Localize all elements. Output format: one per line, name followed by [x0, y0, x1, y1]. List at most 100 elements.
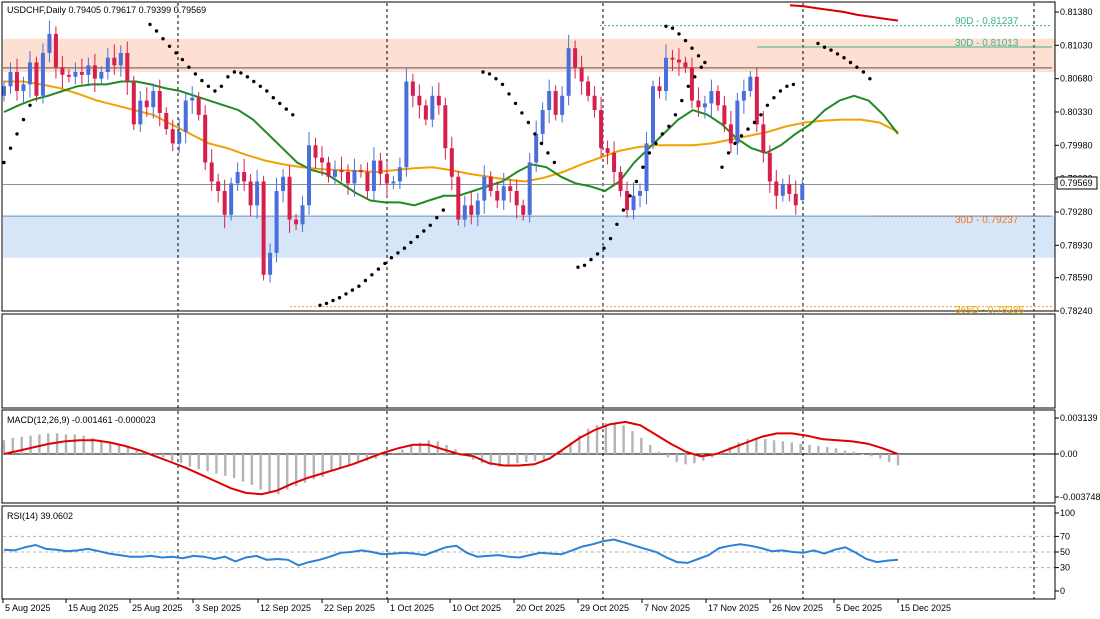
- candle-body: [365, 171, 370, 192]
- symbol-header: USDCHF,Daily 0.79405 0.79617 0.79399 0.7…: [7, 5, 206, 15]
- candle-body: [248, 181, 253, 206]
- sar-dot: [28, 103, 32, 108]
- candle-body: [800, 184, 805, 201]
- macd-histogram-bar: [755, 437, 758, 454]
- date-label: 10 Oct 2025: [452, 603, 501, 613]
- sar-dot: [621, 208, 626, 212]
- candle-body: [741, 91, 746, 101]
- rsi-tick-label: 70: [1060, 531, 1070, 541]
- macd-histogram-bar: [11, 437, 15, 454]
- candle-body: [631, 195, 636, 211]
- macd-histogram-bar: [498, 454, 501, 467]
- sar-dot: [206, 84, 211, 89]
- rsi-line: [3, 538, 899, 567]
- candle-body: [709, 91, 714, 104]
- macd-label: MACD(12,26,9) -0.001461 -0.000023: [7, 415, 156, 425]
- macd-histogram-bar: [710, 454, 714, 458]
- macd-histogram-bar: [480, 454, 484, 464]
- sar-dot: [520, 111, 524, 115]
- sar-dot: [232, 70, 237, 74]
- sar-dot: [582, 263, 587, 267]
- candle-body: [547, 91, 552, 111]
- sar-dot: [778, 89, 783, 93]
- candle-body: [177, 131, 182, 144]
- candle-body: [579, 67, 584, 82]
- candle-body: [787, 184, 792, 194]
- candle-body: [586, 81, 591, 96]
- sar-dot: [494, 77, 498, 81]
- candle-body: [287, 176, 292, 220]
- sar-dot: [829, 48, 833, 52]
- candle-body: [190, 97, 195, 101]
- candle-body: [352, 170, 357, 184]
- price-tick-label: 0.78930: [1060, 240, 1093, 250]
- sar-dot: [816, 41, 820, 46]
- macd-histogram-bar: [38, 434, 41, 454]
- macd-histogram-bar: [604, 423, 608, 454]
- candle-body: [261, 181, 266, 275]
- macd-histogram-bar: [825, 447, 829, 454]
- candle-body: [410, 81, 415, 96]
- sar-dot: [167, 44, 172, 48]
- candle-body: [378, 160, 383, 174]
- sar-dot: [822, 45, 827, 49]
- candle-body: [125, 52, 130, 82]
- candle-body: [203, 114, 208, 163]
- macd-histogram-bar: [91, 437, 94, 454]
- macd-histogram-bar: [215, 454, 218, 474]
- sar-dot: [21, 117, 26, 122]
- ma-long-polyline: [789, 4, 899, 22]
- candle-body: [183, 100, 188, 132]
- candle-body: [540, 110, 545, 134]
- candle-body: [307, 145, 312, 206]
- macd-histogram-bar: [613, 423, 616, 454]
- candle-body: [612, 152, 617, 172]
- sar-dot: [673, 113, 678, 117]
- macd-histogram-bar: [365, 454, 369, 461]
- macd-histogram-bar: [383, 454, 386, 457]
- sar-dot: [239, 71, 243, 75]
- candle-body: [320, 157, 325, 163]
- level-365d-label: 365D - 0.78286: [955, 305, 1024, 316]
- candle-body: [144, 100, 149, 108]
- sar-dot: [383, 261, 387, 266]
- date-label: 20 Oct 2025: [516, 603, 565, 613]
- sar-dot: [791, 82, 796, 87]
- candle-body: [86, 65, 91, 75]
- sar-dot: [396, 251, 400, 255]
- macd-histogram-bar: [312, 454, 316, 480]
- candle-body: [281, 176, 286, 192]
- candle-body: [300, 205, 305, 225]
- macd-histogram-bar: [321, 454, 324, 477]
- macd-histogram-bar: [781, 441, 785, 454]
- macd-histogram-bar: [586, 428, 590, 454]
- candle-body: [358, 170, 363, 172]
- date-label: 26 Nov 2025: [772, 603, 823, 613]
- candle-body: [268, 252, 273, 275]
- sar-dot: [219, 84, 224, 89]
- sar-dot: [187, 65, 191, 69]
- macd-histogram-bar: [578, 435, 581, 454]
- candle-body: [599, 110, 604, 149]
- sar-dot: [148, 22, 152, 27]
- candle-body: [66, 74, 71, 77]
- macd-histogram-bar: [746, 439, 749, 454]
- sar-dot: [193, 72, 198, 76]
- candle-body: [404, 81, 409, 168]
- macd-histogram-bar: [241, 454, 245, 482]
- macd-histogram-bar: [507, 454, 510, 465]
- sar-dot: [683, 38, 688, 43]
- candle-body: [371, 160, 376, 192]
- candle-body: [728, 124, 733, 144]
- candle-body: [430, 95, 435, 120]
- date-label: 29 Oct 2025: [580, 603, 629, 613]
- sar-dot: [835, 52, 840, 56]
- candle-body: [566, 48, 571, 96]
- sar-dot: [615, 222, 619, 226]
- candle-body: [53, 33, 58, 68]
- sar-dot: [533, 132, 537, 136]
- macd-histogram-bar: [808, 444, 811, 454]
- candle-body: [702, 103, 707, 108]
- candle-body: [313, 145, 318, 158]
